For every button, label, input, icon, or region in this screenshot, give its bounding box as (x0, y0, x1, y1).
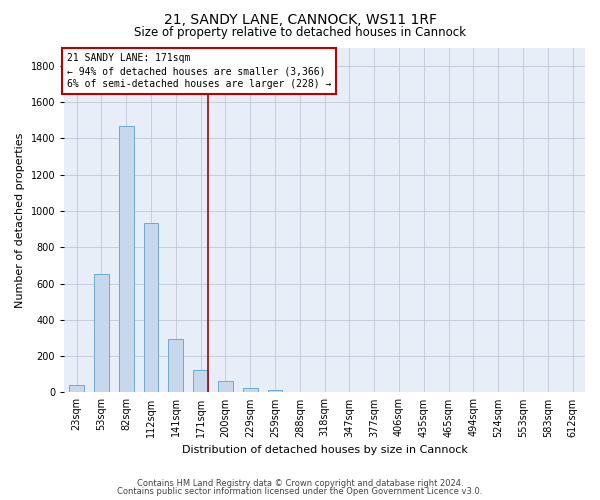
Text: 21, SANDY LANE, CANNOCK, WS11 1RF: 21, SANDY LANE, CANNOCK, WS11 1RF (163, 12, 437, 26)
Y-axis label: Number of detached properties: Number of detached properties (15, 132, 25, 308)
Text: Size of property relative to detached houses in Cannock: Size of property relative to detached ho… (134, 26, 466, 39)
X-axis label: Distribution of detached houses by size in Cannock: Distribution of detached houses by size … (182, 445, 467, 455)
Bar (243, 388, 257, 392)
Bar (94, 274, 109, 392)
Bar (268, 390, 283, 392)
Text: 21 SANDY LANE: 171sqm
← 94% of detached houses are smaller (3,366)
6% of semi-de: 21 SANDY LANE: 171sqm ← 94% of detached … (67, 53, 331, 90)
Bar (69, 385, 84, 392)
Text: Contains HM Land Registry data © Crown copyright and database right 2024.: Contains HM Land Registry data © Crown c… (137, 478, 463, 488)
Bar (143, 222, 158, 392)
Bar (169, 339, 183, 392)
Bar (218, 380, 233, 392)
Text: Contains public sector information licensed under the Open Government Licence v3: Contains public sector information licen… (118, 487, 482, 496)
Bar (119, 126, 134, 392)
Bar (193, 370, 208, 392)
